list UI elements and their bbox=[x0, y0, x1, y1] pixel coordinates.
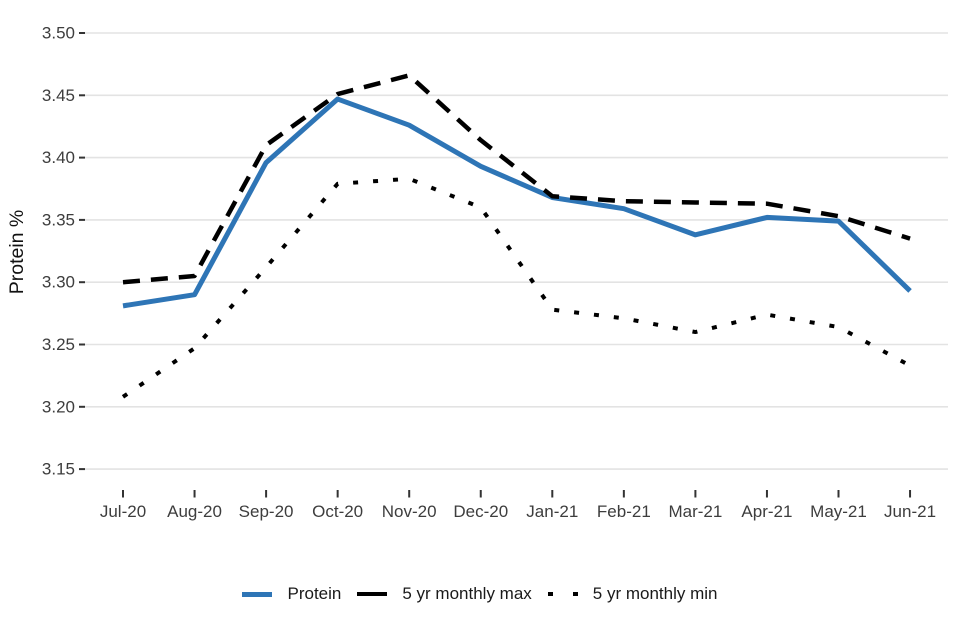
x-axis-tick-label: Apr-21 bbox=[741, 502, 792, 521]
y-axis-tick-label: 3.20 bbox=[42, 397, 75, 416]
legend-key-dashed-line-icon bbox=[357, 584, 388, 604]
y-axis-tick-label: 3.30 bbox=[42, 273, 75, 292]
y-axis-tick-label: 3.40 bbox=[42, 148, 75, 167]
x-axis-tick-label: Nov-20 bbox=[382, 502, 437, 521]
x-axis-tick-label: Aug-20 bbox=[167, 502, 222, 521]
legend-key-solid-line-icon bbox=[242, 584, 273, 604]
x-axis-tick-label: Jan-21 bbox=[526, 502, 578, 521]
x-axis-tick-label: Mar-21 bbox=[668, 502, 722, 521]
legend-label: 5 yr monthly min bbox=[592, 584, 718, 603]
legend-item-protein: Protein bbox=[242, 584, 341, 604]
series-line-protein bbox=[122, 96, 912, 309]
x-axis-tick-label: May-21 bbox=[810, 502, 867, 521]
chart-plot-area: 3.15 3.20 3.25 3.30 3.35 3.40 3.45 3.50 Jul-20 Au… bbox=[6, 24, 948, 521]
y-axis-tick-label: 3.15 bbox=[42, 460, 75, 479]
y-axis-tick-label: 3.45 bbox=[42, 86, 75, 105]
series-line-5-yr-monthly-max bbox=[122, 73, 911, 285]
chart-legend: Protein 5 yr monthly max 5 yr monthly min bbox=[0, 584, 960, 604]
x-axis-tick-label: Jun-21 bbox=[884, 502, 936, 521]
legend-label: Protein bbox=[287, 584, 342, 603]
y-axis-title: Protein % bbox=[6, 210, 28, 295]
legend-item-5-yr-monthly-min: 5 yr monthly min bbox=[547, 584, 718, 604]
legend-label: 5 yr monthly max bbox=[402, 584, 532, 603]
legend-item-5-yr-monthly-max: 5 yr monthly max bbox=[357, 584, 532, 604]
x-axis-tick-label: Dec-20 bbox=[453, 502, 508, 521]
x-axis-tick-label: Sep-20 bbox=[239, 502, 294, 521]
x-axis-tick-label: Feb-21 bbox=[597, 502, 651, 521]
legend-key-dotted-line-icon bbox=[547, 584, 578, 604]
y-axis-tick-label: 3.25 bbox=[42, 335, 75, 354]
x-axis-tick-label: Jul-20 bbox=[100, 502, 146, 521]
y-axis-tick-label: 3.50 bbox=[42, 24, 75, 43]
y-axis-tick-label: 3.35 bbox=[42, 210, 75, 229]
x-axis-tick-label: Oct-20 bbox=[312, 502, 363, 521]
